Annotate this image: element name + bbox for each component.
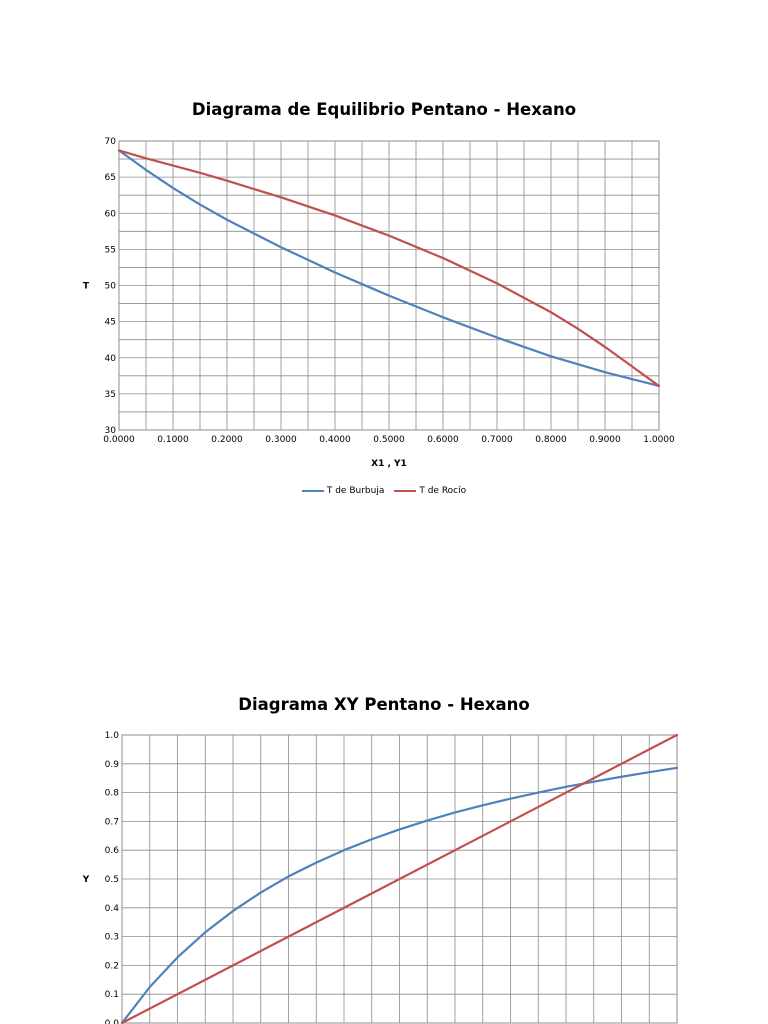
y-tick-label: 0.8 — [105, 789, 120, 799]
chart-equilibrio: 30 35 40 45 50 55 60 65 70 0.0000 0.1000 0.2000 0.30… — [0, 137, 768, 496]
y-tick-label: 0.2 — [105, 961, 119, 971]
y-tick-label: 0.9 — [105, 760, 120, 770]
plot-area-border — [118, 140, 660, 431]
series-line-1 — [117, 149, 661, 388]
x-tick-label: 0.9000 — [589, 435, 621, 445]
x-tick-label: 0.8000 — [535, 435, 567, 445]
series-line-0 — [117, 149, 661, 388]
legend-item-burbuja: T de Burbuja — [301, 486, 385, 496]
x-tick-label: 0.7000 — [481, 435, 513, 445]
x-tick-label: 0.4000 — [319, 435, 351, 445]
chart-xy: 0.0 0.1 0.2 0.3 0.4 0.5 0.6 0.7 0.8 0.9 1.0 Y — [0, 600, 768, 1024]
y-tick-label: 60 — [105, 209, 117, 219]
x-tick-label: 0.6000 — [427, 435, 459, 445]
series-line-1 — [120, 733, 679, 1024]
chart-equilibrio-legend: T de Burbuja T de Rocío — [0, 486, 768, 496]
chart-equilibrio-title: Diagrama de Equilibrio Pentano - Hexano — [191, 100, 577, 119]
x-tick-label: 0.5000 — [373, 435, 405, 445]
chart-equilibrio-plot: 30 35 40 45 50 55 60 65 70 0.0000 0.1000 0.2000 0.30… — [83, 137, 675, 469]
x-tick-label: 0.1000 — [157, 435, 189, 445]
y-tick-label: 55 — [105, 245, 116, 255]
y-tick-label: 50 — [105, 282, 117, 292]
y-tick-label: 1.0 — [105, 731, 120, 741]
chart-xy-plot: 0.0 0.1 0.2 0.3 0.4 0.5 0.6 0.7 0.8 0.9 1.0 Y — [82, 731, 679, 1024]
y-tick-label: 30 — [105, 426, 117, 436]
legend-swatch-rocio — [394, 490, 417, 492]
y-tick-label: 0.4 — [105, 904, 120, 914]
legend-swatch-burbuja — [301, 490, 324, 492]
x-tick-label: 0.0000 — [103, 435, 135, 445]
y-axis-label: T — [83, 282, 90, 292]
y-tick-label: 0.0 — [105, 1019, 120, 1024]
y-tick-label: 65 — [105, 173, 116, 183]
y-tick-label: 0.6 — [105, 846, 120, 856]
legend-item-rocio: T de Rocío — [394, 486, 466, 496]
x-tick-label: 0.3000 — [265, 435, 297, 445]
x-tick-label: 0.2000 — [211, 435, 243, 445]
y-tick-label: 0.3 — [105, 933, 119, 943]
y-tick-label: 0.5 — [105, 875, 119, 885]
y-tick-label: 0.1 — [105, 990, 119, 1000]
plot-area-border — [121, 734, 678, 1024]
y-tick-label: 70 — [105, 137, 117, 147]
x-axis-label: X1 , Y1 — [371, 459, 407, 469]
chart-xy-title: Diagrama XY Pentano - Hexano — [238, 695, 530, 714]
y-tick-label: 45 — [105, 318, 116, 328]
legend-label-rocio: T de Rocío — [419, 486, 467, 496]
y-axis-label: Y — [82, 875, 90, 885]
x-tick-label: 1.0000 — [643, 435, 675, 445]
y-tick-label: 0.7 — [105, 817, 119, 827]
y-tick-label: 35 — [105, 390, 116, 400]
y-tick-label: 40 — [105, 354, 117, 364]
legend-label-burbuja: T de Burbuja — [326, 486, 385, 496]
